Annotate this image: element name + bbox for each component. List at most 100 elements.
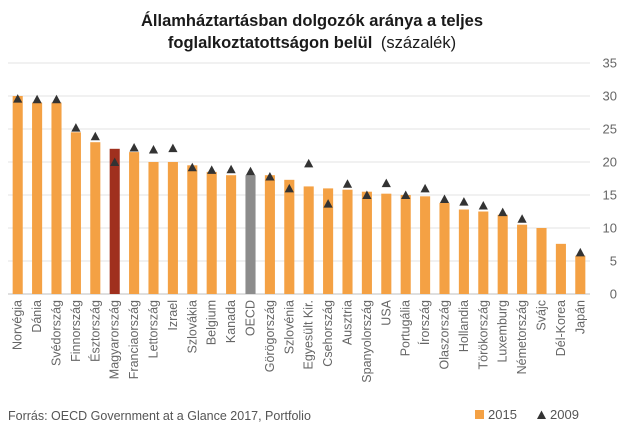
bar-14 [284,179,295,294]
marker-3 [71,123,81,132]
marker-13 [265,172,275,181]
x-tick-label: USA [379,299,393,325]
y-tick-label: 25 [603,122,617,137]
chart-title-line2: foglalkoztatottságon belül (százalék) [168,34,456,52]
bar-21 [420,196,431,294]
bar-17 [342,189,353,294]
x-tick-label: Norvégia [11,300,25,350]
marker-0 [13,94,23,103]
x-tick-label: Csehország [321,300,335,367]
marker-5 [110,157,120,166]
x-tick-label: Görögország [263,300,277,372]
x-tick-label: Svájc [535,300,549,331]
bar-6 [129,152,140,294]
bar-11 [226,175,237,294]
bar-18 [361,191,372,294]
x-tick-label: Németország [515,300,529,374]
x-tick-label: Lettország [147,300,161,358]
bar-2 [51,102,62,294]
bar-series-2015 [12,96,586,294]
y-tick-label: 30 [603,89,617,104]
bar-15 [303,186,314,294]
bar-28 [555,243,566,294]
marker-series-2009 [13,94,585,257]
bar-1 [32,102,43,294]
chart-title-bold-part: foglalkoztatottságon belül [168,34,372,52]
x-tick-label: Luxemburg [496,300,510,363]
x-tick-label: Svédország [50,300,64,366]
marker-4 [90,131,100,141]
x-axis-labels: Norvégia Dánia Svédország Finnország Észtors… [11,299,588,382]
bar-26 [517,224,528,294]
x-tick-label: Finnország [69,300,83,362]
chart-title-unit: (százalék) [381,34,456,52]
y-tick-label: 15 [603,188,617,203]
marker-18 [362,190,372,199]
x-tick-label: Szlovákia [185,300,199,354]
marker-25 [498,207,508,217]
y-axis-ticks: 0 5 10 15 20 25 30 35 [603,56,617,302]
bar-27 [536,228,547,294]
marker-24 [478,201,488,210]
y-tick-label: 10 [603,221,617,236]
marker-20 [401,190,411,199]
x-tick-label: Japán [573,300,587,334]
bar-13 [264,175,275,294]
y-tick-label: 0 [610,287,617,302]
bar-23 [458,209,469,294]
bar-22 [439,202,450,294]
bar-5 [109,148,120,294]
marker-6 [129,142,139,152]
x-tick-label: Dél-Korea [554,300,568,356]
marker-15 [304,158,314,168]
x-tick-label: Belgium [205,300,219,345]
bar-4 [90,142,101,294]
chart-title: Államháztartásban dolgozók aránya a telj… [141,11,483,30]
gridlines [8,62,590,295]
marker-23 [459,197,469,206]
marker-21 [420,183,430,193]
marker-2 [51,94,62,104]
bar-8 [167,162,178,294]
bar-7 [148,162,159,294]
marker-7 [148,144,159,154]
marker-16 [323,199,333,208]
x-tick-label: Magyarország [108,300,122,379]
x-tick-label: Hollandia [457,300,471,352]
bar-9 [187,165,198,294]
bar-3 [70,132,81,294]
bar-10 [206,171,217,294]
legend-label-2015: 2015 [488,407,517,422]
marker-22 [439,194,450,203]
x-tick-label: Szlovénia [282,300,296,354]
marker-8 [168,143,178,153]
bar-12 [245,175,256,294]
y-tick-label: 5 [610,254,617,269]
bar-0 [12,96,23,294]
x-tick-label: Törökország [476,300,490,370]
marker-9 [187,162,197,172]
legend-marker-2009 [537,410,546,419]
source-note: Forrás: OECD Government at a Glance 2017… [8,409,311,423]
x-tick-label: OECD [244,300,258,336]
y-tick-label: 35 [603,56,617,71]
marker-14 [284,183,294,193]
x-tick-label: Észtország [87,300,102,362]
marker-29 [575,247,585,257]
x-tick-label: Kanada [224,300,238,343]
x-tick-label: Olaszország [438,300,452,370]
marker-19 [381,178,391,188]
marker-10 [207,165,217,174]
marker-12 [245,166,256,176]
marker-11 [226,164,236,174]
x-tick-label: Franciaország [127,300,141,379]
marker-1 [32,94,42,104]
y-tick-label: 20 [603,155,617,170]
bar-20 [400,195,411,294]
bar-16 [323,188,334,294]
bar-19 [381,193,392,294]
bar-24 [478,211,489,294]
x-tick-label: Ausztria [341,300,355,345]
bar-25 [497,214,508,294]
